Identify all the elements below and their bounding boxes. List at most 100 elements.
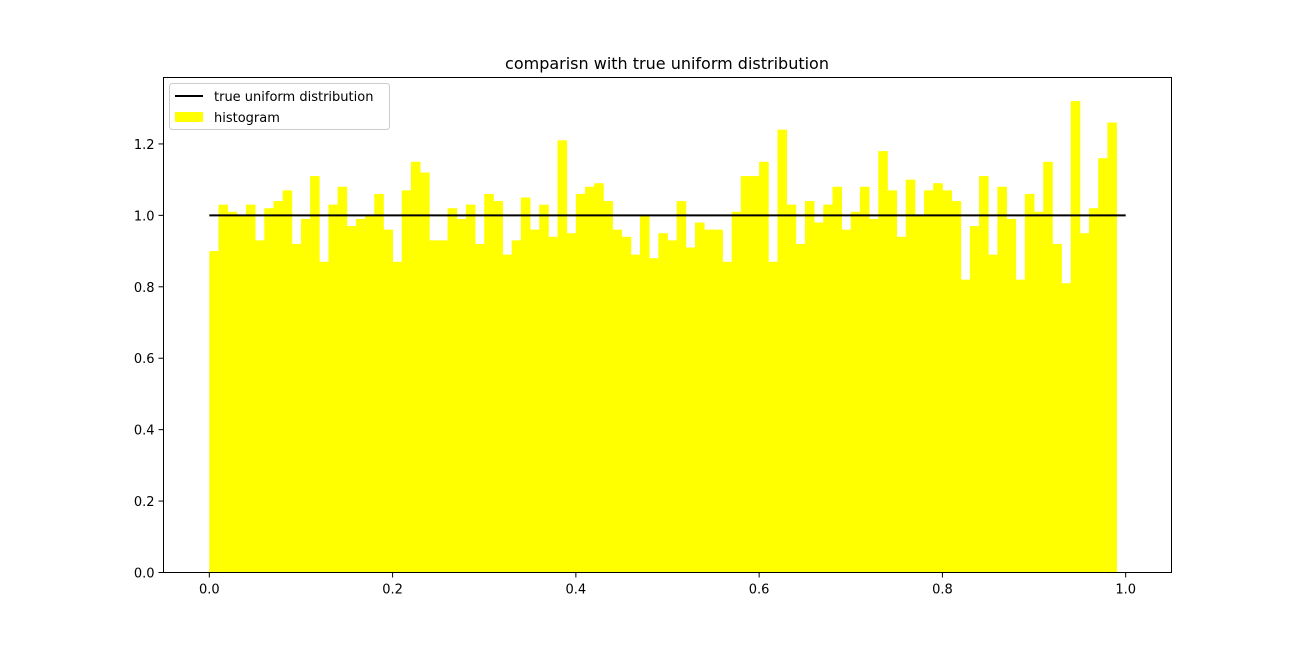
histogram-bars <box>209 101 1117 573</box>
histogram-bar <box>264 208 274 573</box>
histogram-bar <box>493 201 503 573</box>
histogram-bar <box>1015 279 1026 573</box>
plot-frame <box>163 77 1172 573</box>
histogram-bar <box>401 190 412 573</box>
histogram-bar <box>795 243 806 573</box>
histogram-bar <box>979 176 989 573</box>
histogram-bar <box>786 204 797 573</box>
histogram-bar <box>942 190 952 573</box>
histogram-bar <box>456 218 467 573</box>
histogram-bar <box>374 193 384 573</box>
histogram-bar <box>1089 208 1099 573</box>
x-tick-label: 0.0 <box>199 583 220 598</box>
histogram-bar <box>465 204 476 573</box>
histogram-bar <box>649 258 659 573</box>
chart-title: comparisn with true uniform distribution <box>505 54 829 73</box>
histogram-bar <box>1070 101 1081 573</box>
histogram-bar <box>273 201 284 573</box>
histogram-bar <box>429 240 439 573</box>
histogram-bar <box>502 254 513 573</box>
histogram-bar <box>988 254 998 573</box>
legend: true uniform distribution histogram <box>169 83 390 130</box>
histogram-bar <box>383 229 393 573</box>
histogram-bar <box>713 229 723 573</box>
histogram-bar <box>1061 283 1072 573</box>
histogram-bar <box>557 140 568 573</box>
histogram-bar <box>300 218 311 573</box>
legend-box <box>169 83 390 130</box>
histogram-bar <box>585 186 595 573</box>
histogram-bar <box>539 204 549 573</box>
histogram-bar <box>236 215 247 573</box>
histogram-bar <box>676 201 687 573</box>
histogram-bar <box>511 240 522 573</box>
histogram-bar <box>1107 122 1117 573</box>
histogram-bar <box>777 129 788 573</box>
legend-label-line: true uniform distribution <box>214 90 373 105</box>
histogram-bar <box>960 279 971 573</box>
y-tick-label: 0.0 <box>134 567 155 582</box>
histogram-bar <box>997 186 1007 573</box>
histogram-bar <box>859 186 870 573</box>
histogram-bar <box>447 208 458 573</box>
histogram-bar <box>685 247 696 573</box>
histogram-bar <box>1079 233 1090 573</box>
histogram-bar <box>410 161 421 573</box>
histogram-bar <box>850 211 861 573</box>
histogram-bar <box>530 229 540 573</box>
histogram-bar <box>759 161 769 573</box>
histogram-bar <box>841 229 852 573</box>
histogram-bar <box>658 233 668 573</box>
histogram-bar <box>814 222 824 573</box>
legend-bar-swatch <box>175 112 203 122</box>
histogram-bar <box>878 151 888 573</box>
histogram-bar <box>905 179 916 573</box>
histogram-bar <box>1006 218 1017 573</box>
y-tick-label: 1.2 <box>134 138 155 153</box>
histogram-bar <box>245 204 256 573</box>
histogram-bar <box>255 240 265 573</box>
x-tick-label: 1.0 <box>1115 583 1136 598</box>
histogram-bar <box>722 261 733 573</box>
histogram-bar <box>227 211 238 573</box>
y-tick-label: 0.2 <box>134 495 155 510</box>
histogram-bar <box>1034 211 1044 573</box>
histogram-bar <box>667 240 678 573</box>
histogram-bar <box>749 176 760 573</box>
histogram-bar <box>319 261 329 573</box>
histogram-bar <box>355 218 366 573</box>
histogram-bar <box>731 211 742 573</box>
histogram-bar <box>209 251 219 573</box>
histogram-bar <box>420 172 430 573</box>
histogram-bar <box>933 183 943 573</box>
y-tick-label: 1.0 <box>134 209 155 224</box>
x-tick-label: 0.8 <box>932 583 953 598</box>
histogram-bar <box>603 201 613 573</box>
histogram-bar <box>337 186 348 573</box>
histogram-bar <box>282 190 293 573</box>
histogram-bar <box>869 218 879 573</box>
x-tick-label: 0.4 <box>566 583 587 598</box>
histogram-bar <box>218 204 229 573</box>
histogram-bar <box>1052 243 1062 573</box>
histogram-bar <box>804 201 815 573</box>
histogram-bar <box>291 243 302 573</box>
histogram-bar <box>310 176 320 573</box>
histogram-bar <box>328 204 339 573</box>
histogram-bar <box>914 215 925 573</box>
histogram-bar <box>740 176 751 573</box>
legend-label-histogram: histogram <box>214 111 280 126</box>
histogram-bar <box>896 236 907 573</box>
histogram-bar <box>951 201 962 573</box>
histogram-bar <box>768 261 778 573</box>
histogram-bar <box>438 240 448 573</box>
histogram-bar <box>548 236 558 573</box>
histogram-bar <box>575 193 586 573</box>
histogram-bar <box>640 215 650 573</box>
histogram-bar <box>566 233 577 573</box>
y-tick-label: 0.6 <box>134 352 155 367</box>
histogram-bar <box>392 261 403 573</box>
histogram-bar <box>475 243 485 573</box>
